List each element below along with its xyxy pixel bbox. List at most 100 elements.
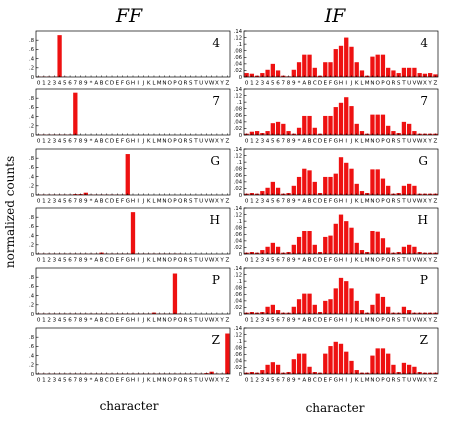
bar-E [323, 115, 328, 135]
x-tick-label: R [183, 199, 187, 205]
x-tick-label: 0 [245, 199, 249, 205]
x-tick-label: 7 [74, 139, 78, 145]
x-tick-label: M [157, 139, 162, 145]
x-tick-label: J [142, 139, 145, 145]
x-tick-label: C [105, 318, 109, 324]
x-tick-label: 0 [245, 139, 249, 145]
bar-N [370, 56, 375, 77]
y-tick-label: .08 [234, 49, 242, 55]
bar-T [401, 67, 407, 77]
x-tick-label: 2 [47, 139, 51, 145]
x-tick-label: T [193, 258, 198, 264]
x-tick-label: Z [433, 199, 437, 205]
bar-Z [225, 333, 230, 374]
x-tick-label: * [298, 258, 301, 264]
x-tick-label: O [167, 139, 172, 145]
x-tick-label: S [189, 318, 193, 324]
y-tick-label: .2 [29, 363, 34, 369]
x-tick-label: Q [386, 81, 391, 87]
x-tick-label: G [334, 81, 338, 87]
x-tick-label: R [391, 378, 395, 384]
x-tick-label: P [381, 81, 385, 87]
bar-G [333, 173, 338, 195]
bar-1 [249, 131, 255, 135]
x-tick-label: Y [427, 81, 432, 87]
x-tick-label: O [375, 81, 380, 87]
y-tick-label: .12 [234, 35, 242, 41]
x-tick-label: 9 [292, 318, 296, 324]
x-tick-label: L [360, 139, 364, 145]
bar-U [407, 310, 412, 314]
x-tick-label: W [417, 81, 423, 87]
x-tick-label: 6 [68, 258, 72, 264]
bar-G [333, 223, 338, 254]
x-tick-label: W [417, 258, 423, 264]
bar-V [412, 246, 417, 254]
x-tick-label: 3 [53, 199, 57, 205]
x-tick-label: J [142, 199, 145, 205]
x-tick-label: U [199, 139, 203, 145]
x-tick-label: C [313, 258, 317, 264]
x-tick-label: V [412, 199, 416, 205]
x-tick-label: F [121, 199, 124, 205]
bar-T [401, 185, 407, 195]
x-tick-label: Q [178, 199, 183, 205]
x-tick-label: 4 [58, 139, 62, 145]
panel-label: P [420, 273, 428, 287]
x-tick-label: H [339, 199, 343, 205]
bar-J [349, 106, 354, 135]
bar-Q [386, 353, 391, 374]
y-tick-label: .6 [29, 284, 34, 290]
y-tick-label: .06 [234, 352, 242, 358]
x-tick-label: X [423, 258, 427, 264]
x-tick-label: 8 [287, 139, 291, 145]
x-tick-label: A [94, 81, 98, 87]
y-tick-label: .12 [234, 272, 242, 278]
bar-C [312, 244, 317, 254]
y-tick-label: .04 [234, 62, 243, 68]
x-tick-label: N [370, 318, 374, 324]
bar-T [401, 246, 407, 254]
bar-N [370, 304, 375, 314]
y-tick-label: .08 [234, 286, 242, 292]
x-tick-label: R [391, 139, 395, 145]
x-tick-label: 5 [63, 318, 67, 324]
bar-0 [244, 73, 249, 77]
x-tick-label: Y [219, 81, 224, 87]
bar-E [323, 353, 328, 374]
x-tick-label: J [350, 378, 353, 384]
x-tick-label: 6 [68, 199, 72, 205]
bar-O [375, 114, 380, 135]
bar-P [380, 296, 386, 314]
x-tick-label: A [94, 378, 98, 384]
x-tick-label: G [126, 318, 130, 324]
bar-O [375, 169, 380, 195]
x-tick-label: G [126, 258, 130, 264]
x-tick-label: K [147, 81, 151, 87]
x-tick-label: F [329, 139, 332, 145]
bar-* [296, 176, 302, 195]
bar-U [407, 244, 412, 254]
column-title-if: IF [324, 5, 347, 27]
y-tick-label: .02 [234, 245, 242, 251]
x-tick-label: E [115, 318, 119, 324]
x-tick-label: 3 [53, 378, 57, 384]
x-tick-label: I [137, 81, 139, 87]
x-tick-label: 7 [74, 258, 78, 264]
x-tick-label: F [329, 318, 332, 324]
x-tick-label: 4 [58, 378, 62, 384]
bar-5 [270, 242, 275, 254]
x-tick-label: N [370, 199, 374, 205]
x-tick-label: 6 [68, 139, 72, 145]
x-tick-label: H [131, 81, 135, 87]
x-tick-label: 0 [37, 378, 41, 384]
x-tick-label: 1 [42, 139, 46, 145]
x-tick-label: X [423, 81, 427, 87]
x-tick-label: E [323, 199, 327, 205]
y-tick-label: .14 [234, 29, 243, 35]
panel-label: 4 [212, 36, 220, 50]
panels-group: 0.2.4.6.80 1 2 3 4 5 6 7 8 9 * A B C D E F G H I J K L M N O P Q R S T… [29, 29, 439, 384]
y-tick-label: .04 [234, 239, 243, 245]
x-tick-label: 0 [245, 81, 249, 87]
y-tick-label: .6 [29, 344, 34, 350]
